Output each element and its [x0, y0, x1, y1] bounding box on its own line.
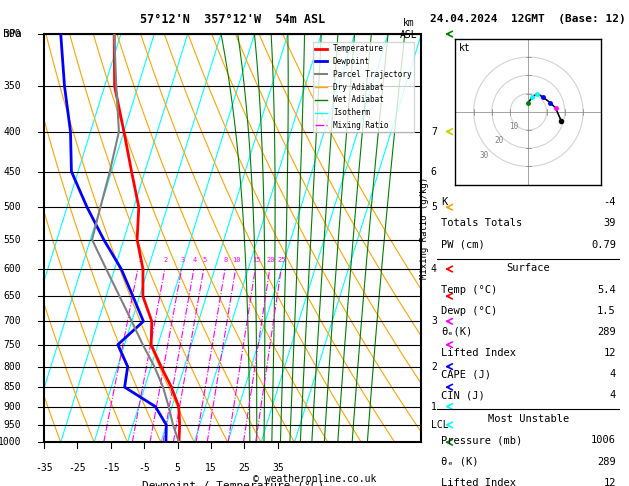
Text: 4: 4 — [192, 258, 197, 263]
Text: 289: 289 — [597, 456, 616, 467]
Text: 8: 8 — [224, 258, 228, 263]
Text: 1000: 1000 — [0, 437, 21, 447]
Text: 900: 900 — [4, 401, 21, 412]
Text: 25: 25 — [278, 258, 286, 263]
Text: 1: 1 — [431, 401, 437, 412]
Text: 4: 4 — [610, 390, 616, 400]
Text: -35: -35 — [35, 463, 53, 473]
Text: LCL: LCL — [431, 420, 448, 430]
Text: 10: 10 — [509, 122, 518, 131]
Text: 500: 500 — [4, 202, 21, 212]
Text: 12: 12 — [603, 348, 616, 358]
Text: 4: 4 — [431, 264, 437, 274]
Text: 4: 4 — [610, 369, 616, 379]
Text: 5: 5 — [203, 258, 207, 263]
Text: 1: 1 — [136, 258, 141, 263]
Text: Pressure (mb): Pressure (mb) — [441, 435, 522, 445]
Text: 750: 750 — [4, 340, 21, 350]
Text: 10: 10 — [232, 258, 241, 263]
Text: 5.4: 5.4 — [597, 285, 616, 295]
Text: 289: 289 — [597, 327, 616, 337]
Text: -4: -4 — [603, 197, 616, 207]
Text: 20: 20 — [494, 137, 504, 145]
Text: 0.79: 0.79 — [591, 240, 616, 249]
Text: 550: 550 — [4, 235, 21, 244]
Text: 24.04.2024  12GMT  (Base: 12): 24.04.2024 12GMT (Base: 12) — [430, 15, 626, 24]
Text: -25: -25 — [69, 463, 86, 473]
Text: 700: 700 — [4, 316, 21, 326]
Text: 15: 15 — [252, 258, 260, 263]
Text: 450: 450 — [4, 167, 21, 176]
Text: © weatheronline.co.uk: © weatheronline.co.uk — [253, 473, 376, 484]
Text: PW (cm): PW (cm) — [441, 240, 484, 249]
Text: -15: -15 — [102, 463, 120, 473]
Text: -5: -5 — [138, 463, 150, 473]
Text: kt: kt — [459, 43, 470, 53]
Text: θₑ (K): θₑ (K) — [441, 456, 478, 467]
Text: 5: 5 — [175, 463, 181, 473]
Text: Totals Totals: Totals Totals — [441, 218, 522, 228]
Text: Surface: Surface — [506, 263, 550, 274]
Text: 20: 20 — [266, 258, 275, 263]
Text: Dewp (°C): Dewp (°C) — [441, 306, 497, 316]
Text: 350: 350 — [4, 81, 21, 91]
Text: Temp (°C): Temp (°C) — [441, 285, 497, 295]
Text: 850: 850 — [4, 382, 21, 392]
Text: θₑ(K): θₑ(K) — [441, 327, 472, 337]
Text: 2: 2 — [164, 258, 168, 263]
Text: 25: 25 — [238, 463, 250, 473]
Text: CAPE (J): CAPE (J) — [441, 369, 491, 379]
Text: 300: 300 — [4, 29, 21, 39]
Text: hPa: hPa — [3, 29, 22, 39]
Text: 3: 3 — [181, 258, 185, 263]
Text: 1.5: 1.5 — [597, 306, 616, 316]
Text: Lifted Index: Lifted Index — [441, 478, 516, 486]
Text: 650: 650 — [4, 291, 21, 301]
Text: 39: 39 — [603, 218, 616, 228]
Text: 15: 15 — [205, 463, 217, 473]
Text: 2: 2 — [431, 362, 437, 372]
Text: Mixing Ratio (g/kg): Mixing Ratio (g/kg) — [420, 177, 429, 279]
Text: 950: 950 — [4, 420, 21, 430]
Text: Most Unstable: Most Unstable — [487, 414, 569, 424]
Text: Lifted Index: Lifted Index — [441, 348, 516, 358]
Text: 35: 35 — [272, 463, 284, 473]
Text: 3: 3 — [431, 316, 437, 326]
Text: 30: 30 — [480, 151, 489, 160]
Text: 400: 400 — [4, 126, 21, 137]
Text: 57°12'N  357°12'W  54m ASL: 57°12'N 357°12'W 54m ASL — [140, 13, 325, 26]
Text: CIN (J): CIN (J) — [441, 390, 484, 400]
Text: 800: 800 — [4, 362, 21, 372]
Text: 12: 12 — [603, 478, 616, 486]
Text: K: K — [441, 197, 447, 207]
Text: km
ASL: km ASL — [400, 18, 418, 40]
Text: 5: 5 — [431, 202, 437, 212]
Text: 6: 6 — [431, 167, 437, 176]
Text: 600: 600 — [4, 264, 21, 274]
Text: 7: 7 — [431, 126, 437, 137]
Text: Dewpoint / Temperature (°C): Dewpoint / Temperature (°C) — [142, 481, 324, 486]
Legend: Temperature, Dewpoint, Parcel Trajectory, Dry Adiabat, Wet Adiabat, Isotherm, Mi: Temperature, Dewpoint, Parcel Trajectory… — [313, 42, 414, 132]
Text: 1006: 1006 — [591, 435, 616, 445]
